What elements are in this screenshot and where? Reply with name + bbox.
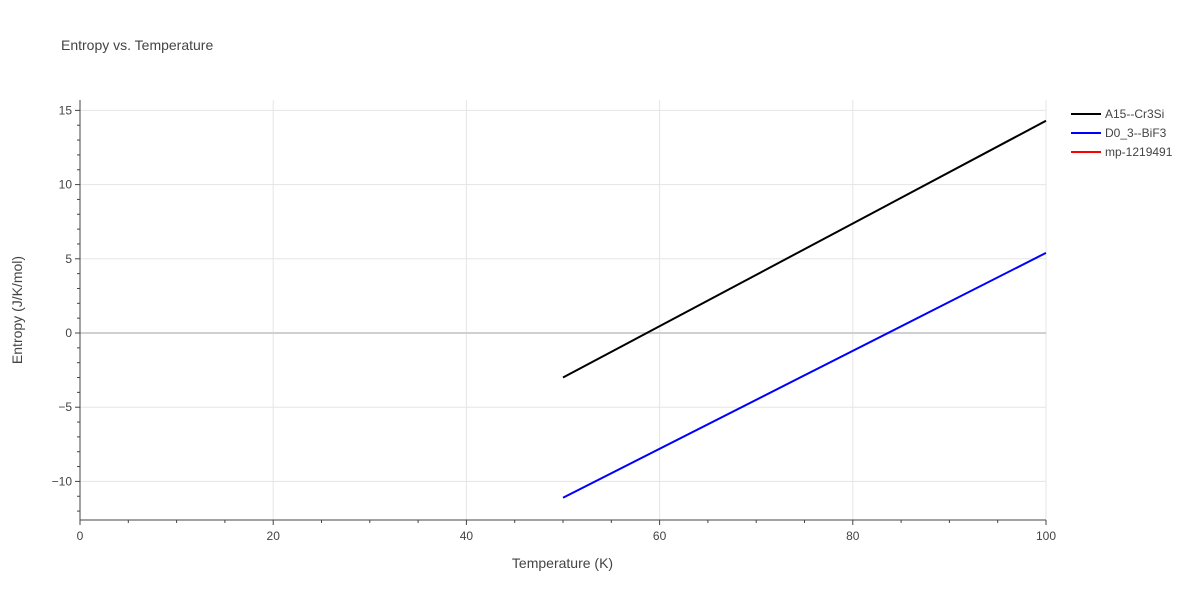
x-tick-label: 20 <box>267 529 281 543</box>
series-lines <box>562 119 1047 499</box>
legend-item[interactable]: mp-1219491 <box>1071 145 1173 159</box>
legend[interactable]: A15--Cr3Si D0_3--BiF3 mp-1219491 <box>1071 107 1173 159</box>
series-line <box>562 119 1047 379</box>
y-tick-label: −5 <box>58 400 72 414</box>
x-axis-label: Temperature (K) <box>512 555 613 571</box>
axes <box>75 100 1047 525</box>
y-tick-label: 0 <box>65 326 72 340</box>
y-tick-label: 10 <box>59 178 73 192</box>
chart-title: Entropy vs. Temperature <box>61 37 213 53</box>
x-tick-label: 40 <box>460 529 474 543</box>
legend-label: A15--Cr3Si <box>1105 107 1164 121</box>
x-tick-label: 0 <box>77 529 84 543</box>
y-tick-label: 5 <box>65 252 72 266</box>
y-axis-label: Entropy (J/K/mol) <box>9 256 25 364</box>
y-tick-label: 15 <box>59 103 73 117</box>
series-line <box>562 251 1047 499</box>
legend-label: mp-1219491 <box>1105 145 1173 159</box>
legend-item[interactable]: A15--Cr3Si <box>1071 107 1164 121</box>
grid <box>80 100 1047 520</box>
x-tick-label: 80 <box>846 529 860 543</box>
y-tick-labels: −10 −5 0 5 10 15 <box>52 103 73 488</box>
y-tick-label: −10 <box>52 474 73 488</box>
legend-item[interactable]: D0_3--BiF3 <box>1071 126 1167 140</box>
x-tick-label: 60 <box>653 529 667 543</box>
legend-label: D0_3--BiF3 <box>1105 126 1167 140</box>
x-tick-labels: 0 20 40 60 80 100 <box>77 529 1057 543</box>
x-tick-label: 100 <box>1036 529 1056 543</box>
